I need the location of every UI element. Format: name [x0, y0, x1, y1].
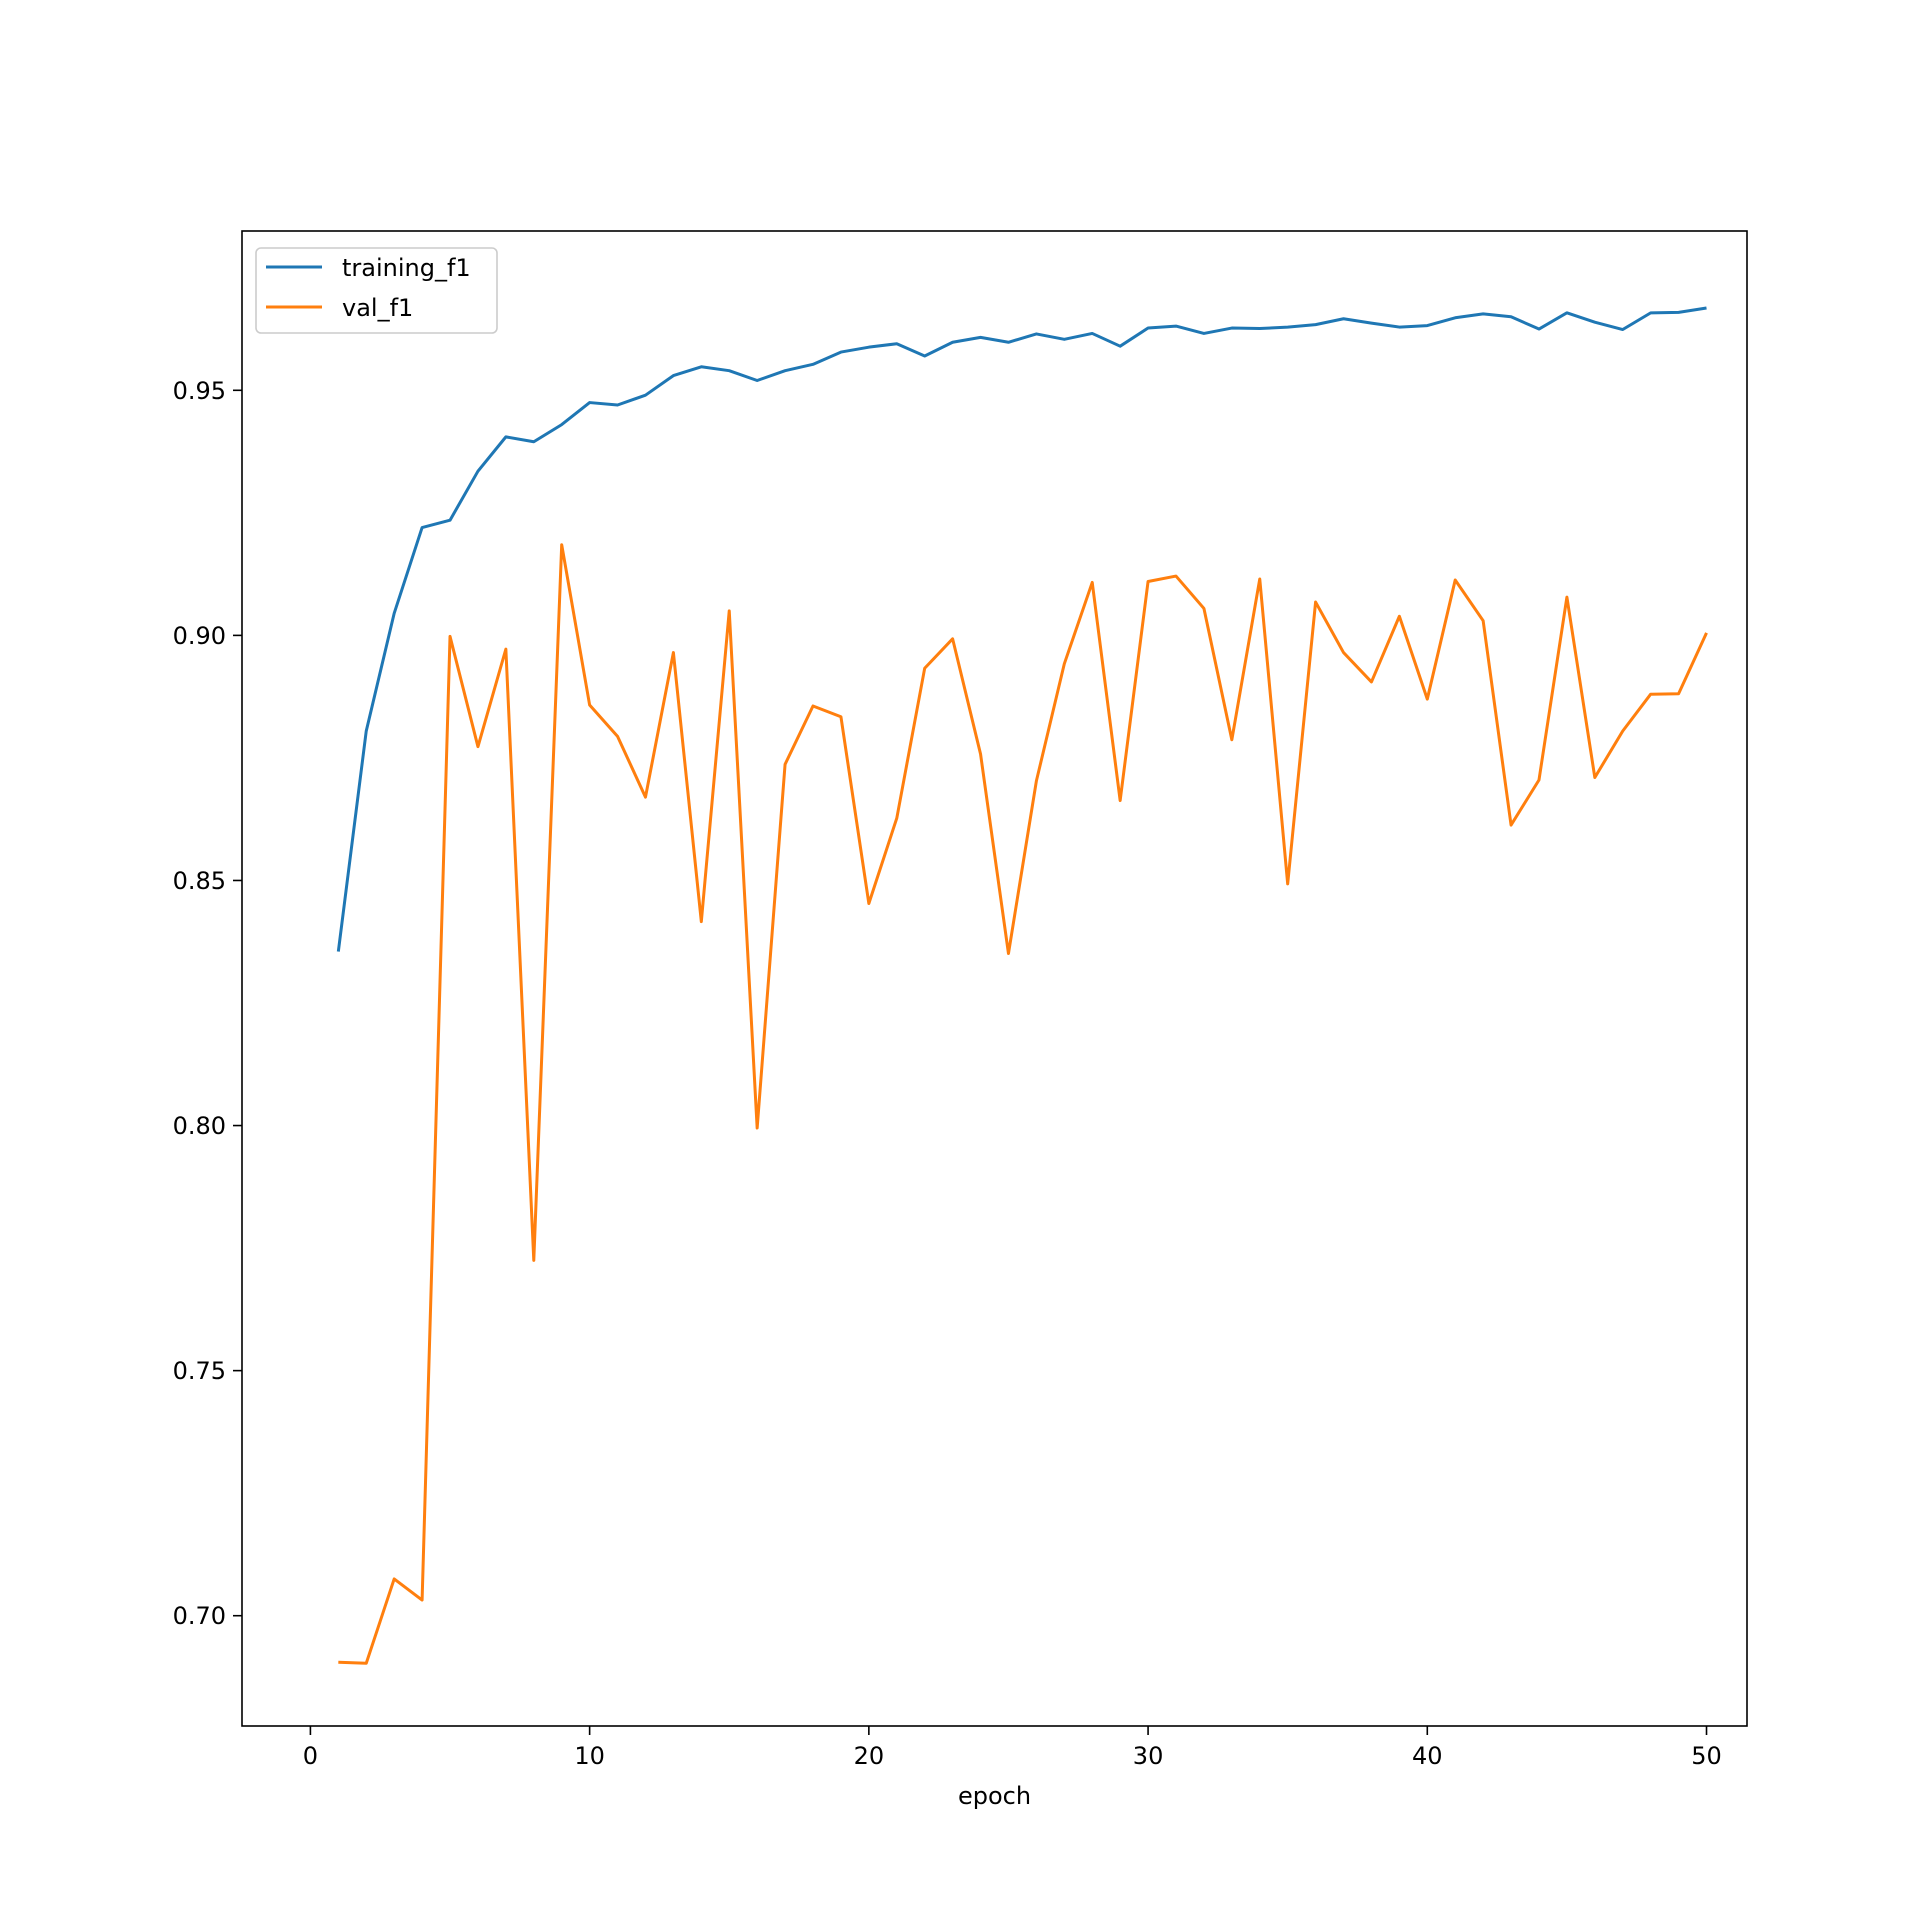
series-line-val_f1	[338, 543, 1708, 1665]
series-lines	[336, 306, 1708, 1665]
y-tick-label: 0.80	[173, 1112, 226, 1140]
x-tick-label: 20	[854, 1742, 885, 1770]
x-tick-label: 50	[1691, 1742, 1722, 1770]
series-line-training_f1	[336, 306, 1707, 952]
y-tick-label: 0.90	[173, 622, 226, 650]
legend-label-training: training_f1	[342, 254, 471, 282]
y-axis: 0.70 0.75 0.80 0.85 0.90 0.95	[173, 377, 242, 1630]
y-tick-label: 0.70	[173, 1602, 226, 1630]
y-tick-label: 0.95	[173, 377, 226, 405]
x-tick-label: 0	[303, 1742, 318, 1770]
x-tick-label: 40	[1412, 1742, 1443, 1770]
legend-box	[255, 247, 498, 334]
x-axis: 0 10 20 30 40 50	[303, 1726, 1722, 1770]
legend-label-val: val_f1	[342, 294, 413, 322]
legend: training_f1 val_f1	[255, 247, 498, 334]
plot-area-frame	[241, 230, 1748, 1727]
x-axis-title: epoch	[958, 1782, 1031, 1810]
y-tick-label: 0.85	[173, 867, 226, 895]
x-tick-label: 10	[574, 1742, 605, 1770]
x-tick-label: 30	[1133, 1742, 1164, 1770]
y-tick-label: 0.75	[173, 1357, 226, 1385]
